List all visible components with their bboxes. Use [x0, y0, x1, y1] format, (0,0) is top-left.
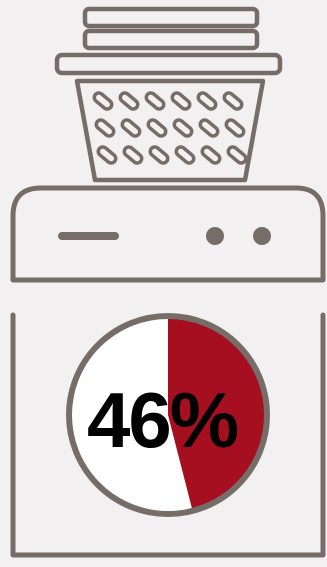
control-knob-right [253, 227, 271, 245]
basket-hole [94, 118, 116, 138]
basket-hole [196, 91, 218, 111]
basket-hole [118, 91, 140, 111]
basket-hole [222, 91, 244, 111]
basket-rim [54, 52, 283, 76]
basket-hole [144, 91, 166, 111]
basket-hole [170, 91, 192, 111]
folded-laundry-stack [82, 6, 260, 51]
basket-hole [148, 145, 170, 165]
basket-hole [198, 118, 220, 138]
basket-hole [224, 118, 246, 138]
folded-towel-top [82, 6, 260, 29]
basket-hole [122, 145, 144, 165]
laundry-basket-icon [54, 52, 283, 183]
basket-hole [174, 145, 196, 165]
basket-hole [226, 145, 248, 165]
basket-hole [120, 118, 142, 138]
basket-weave-holes [92, 91, 248, 165]
folded-towel-middle [82, 28, 260, 51]
machine-door-pie [66, 313, 270, 517]
pie-slice-percent [168, 318, 265, 509]
percent-label: 46% [86, 376, 239, 464]
basket-hole [92, 91, 114, 111]
basket-hole [172, 118, 194, 138]
washing-machine-icon [10, 185, 326, 558]
control-knob-left [206, 227, 224, 245]
basket-hole [146, 118, 168, 138]
basket-hole [200, 145, 222, 165]
control-panel-outline [10, 185, 326, 283]
machine-body-outline [10, 312, 326, 558]
basket-body [74, 78, 266, 183]
basket-hole [96, 145, 118, 165]
door-ring [66, 313, 270, 517]
